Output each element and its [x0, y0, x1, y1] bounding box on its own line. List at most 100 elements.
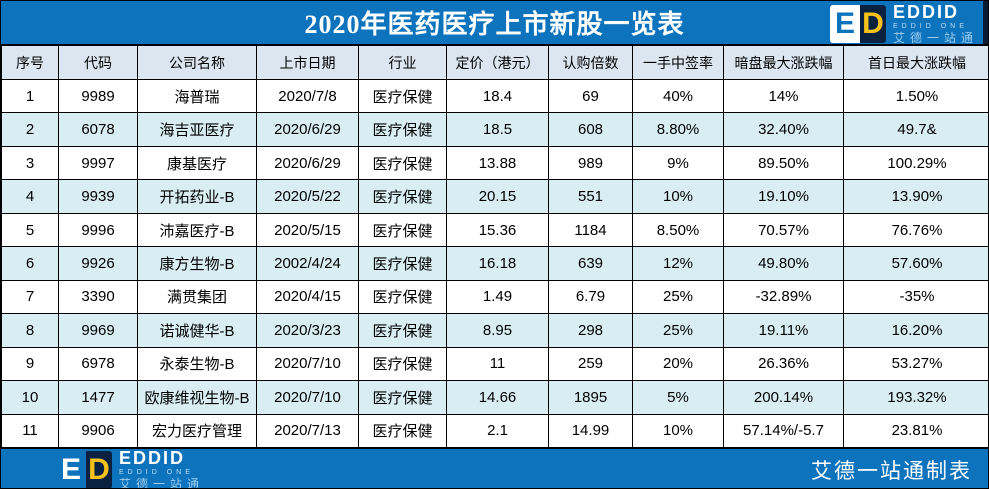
table-row: 7 3390 满贯集团 2020/4/15 医疗保健 1.49 6.79 25% -32.89%…: [1, 279, 988, 315]
cell-index: 1: [1, 78, 59, 114]
column-header-allotment: 一手中签率: [632, 45, 724, 80]
cell-price: 16.18: [446, 246, 549, 281]
cell-firstday: 16.20%: [843, 313, 988, 348]
cell-name: 沛嘉医疗-B: [137, 212, 257, 248]
cell-firstday: 49.7&: [843, 112, 988, 147]
cell-price: 2.1: [446, 413, 549, 449]
column-header-index: 序号: [1, 45, 59, 80]
cell-firstday: 57.60%: [843, 246, 988, 281]
cell-code: 9996: [58, 212, 138, 248]
cell-industry: 医疗保健: [358, 346, 447, 382]
table-row: 6 9926 康方生物-B 2002/4/24 医疗保健 16.18 639 12% 49.80…: [1, 246, 988, 281]
table-row: 5 9996 沛嘉医疗-B 2020/5/15 医疗保健 15.36 1184 8.50% 70…: [1, 212, 988, 248]
table-row: 3 9997 康基医疗 2020/6/29 医疗保健 13.88 989 9% 89.50% 10…: [1, 145, 988, 181]
table-row: 2 6078 海吉亚医疗 2020/6/29 医疗保健 18.5 608 8.80% 32.40…: [1, 112, 988, 147]
cell-index: 4: [1, 179, 59, 214]
table-row: 1 9989 海普瑞 2020/7/8 医疗保健 18.4 69 40% 14% 1.50%: [1, 78, 988, 114]
cell-allotment: 20%: [632, 346, 724, 382]
cell-grey: 14%: [723, 78, 844, 114]
table-row: 11 9906 宏力医疗管理 2020/7/13 医疗保健 2.1 14.99 10% 57.1…: [1, 413, 988, 449]
cell-industry: 医疗保健: [358, 212, 447, 248]
cell-index: 9: [1, 346, 59, 382]
cell-industry: 医疗保健: [358, 145, 447, 181]
table-row: 4 9939 开拓药业-B 2020/5/22 医疗保健 20.15 551 10% 19.10…: [1, 179, 988, 214]
footer-bar: E D EDDID EDDID ONE 艾德一站通 艾德一站通制表: [1, 448, 988, 489]
logo-brand-sub: EDDID ONE: [119, 469, 194, 476]
cell-grey: 26.36%: [723, 346, 844, 382]
cell-subscription: 14.99: [548, 413, 633, 449]
logo-letter-d: D: [859, 4, 886, 43]
cell-grey: 19.10%: [723, 179, 844, 214]
logo-brand-cn: 艾德一站通: [892, 31, 978, 45]
cell-allotment: 8.80%: [632, 112, 724, 147]
cell-code: 9969: [58, 313, 138, 348]
cell-index: 8: [1, 313, 59, 348]
cell-industry: 医疗保健: [358, 279, 447, 315]
cell-index: 6: [1, 246, 59, 281]
cell-subscription: 989: [548, 145, 633, 181]
logo-letter-e: E: [829, 4, 860, 43]
column-header-industry: 行业: [358, 45, 447, 80]
cell-grey: 89.50%: [723, 145, 844, 181]
cell-price: 11: [446, 346, 549, 382]
logo-brand-name: EDDID: [119, 448, 186, 468]
eddid-logo-icon: E D: [56, 450, 112, 488]
cell-index: 5: [1, 212, 59, 248]
title-bar: 2020年医药医疗上市新股一览表 E D EDDID EDDID ONE 艾德一…: [1, 1, 988, 45]
table-row: 9 6978 永泰生物-B 2020/7/10 医疗保健 11 259 20% 26.36% 53…: [1, 346, 988, 382]
cell-industry: 医疗保健: [358, 413, 447, 449]
cell-firstday: 53.27%: [843, 346, 988, 382]
cell-date: 2002/4/24: [256, 246, 359, 281]
cell-allotment: 9%: [632, 145, 724, 181]
cell-subscription: 6.79: [548, 279, 633, 315]
cell-firstday: 193.32%: [843, 380, 988, 415]
cell-industry: 医疗保健: [358, 246, 447, 281]
cell-price: 18.4: [446, 78, 549, 114]
cell-industry: 医疗保健: [358, 112, 447, 147]
eddid-logo-footer: E D EDDID EDDID ONE 艾德一站通: [56, 448, 205, 489]
cell-grey: 200.14%: [723, 380, 844, 415]
column-header-price: 定价（港元）: [446, 45, 549, 80]
cell-grey: 19.11%: [723, 313, 844, 348]
logo-letter-e: E: [60, 452, 81, 486]
cell-price: 13.88: [446, 145, 549, 181]
cell-firstday: 76.76%: [843, 212, 988, 248]
cell-date: 2020/6/29: [256, 145, 359, 181]
column-header-subscription: 认购倍数: [548, 45, 633, 80]
cell-name: 开拓药业-B: [137, 179, 257, 214]
table-wrap: 序号 代码 公司名称 上市日期 行业 定价（港元） 认购倍数 一手中签率 暗盘最大涨跌幅 首日最大…: [1, 45, 988, 449]
cell-date: 2020/7/10: [256, 380, 359, 415]
page-title: 2020年医药医疗上市新股一览表: [304, 10, 685, 39]
cell-name: 海普瑞: [137, 78, 257, 114]
cell-index: 7: [1, 279, 59, 315]
cell-code: 9989: [58, 78, 138, 114]
cell-grey: 49.80%: [723, 246, 844, 281]
eddid-logo-icon: E D: [829, 4, 886, 43]
cell-code: 3390: [58, 279, 138, 315]
cell-grey: 57.14%/-5.7: [723, 413, 844, 449]
cell-subscription: 1184: [548, 212, 633, 248]
cell-allotment: 10%: [632, 413, 724, 449]
cell-date: 2020/6/29: [256, 112, 359, 147]
cell-code: 9939: [58, 179, 138, 214]
cell-allotment: 40%: [632, 78, 724, 114]
logo-text: EDDID EDDID ONE 艾德一站通: [893, 3, 978, 44]
cell-subscription: 298: [548, 313, 633, 348]
cell-price: 18.5: [446, 112, 549, 147]
cell-subscription: 551: [548, 179, 633, 214]
cell-index: 11: [1, 413, 59, 449]
cell-industry: 医疗保健: [358, 179, 447, 214]
cell-industry: 医疗保健: [358, 78, 447, 114]
logo-brand-cn: 艾德一站通: [119, 477, 205, 489]
table-row: 8 9969 诺诚健华-B 2020/3/23 医疗保健 8.95 298 25% 19.11%…: [1, 313, 988, 348]
logo-brand-name: EDDID: [892, 2, 959, 22]
cell-price: 8.95: [446, 313, 549, 348]
cell-date: 2020/5/22: [256, 179, 359, 214]
cell-index: 2: [1, 112, 59, 147]
cell-name: 康方生物-B: [137, 246, 257, 281]
logo-text: EDDID EDDID ONE 艾德一站通: [119, 448, 205, 489]
logo-letter-d: D: [86, 450, 112, 488]
cell-allotment: 10%: [632, 179, 724, 214]
cell-allotment: 25%: [632, 313, 724, 348]
cell-code: 9926: [58, 246, 138, 281]
